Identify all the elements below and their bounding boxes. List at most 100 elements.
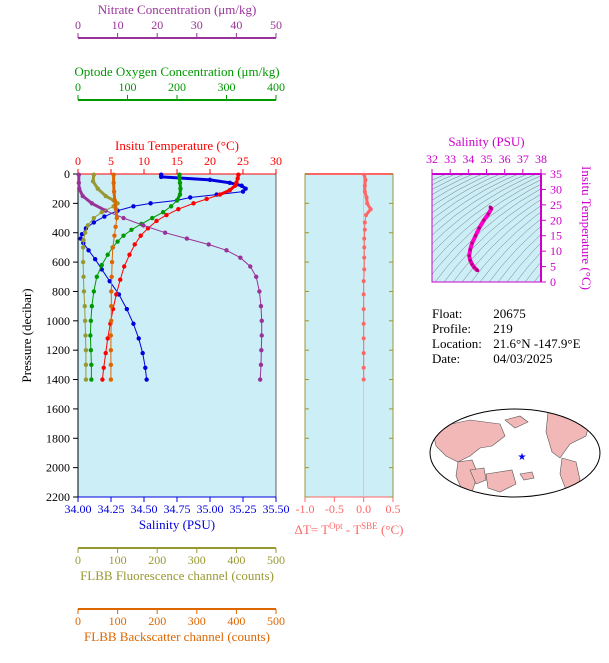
location-value: 21.6°N -147.9°E [493, 336, 581, 351]
salinity-tick-label: 35.25 [230, 502, 257, 516]
fluorescence-point [80, 245, 86, 250]
temperature-point [232, 183, 238, 188]
nitrate-point [258, 362, 264, 368]
temperature-point [100, 377, 105, 382]
backscatter-point [112, 233, 117, 238]
density-contour [479, 218, 541, 282]
delta-t-tick-label: 0.5 [386, 502, 401, 516]
oxygen-point [177, 172, 182, 177]
nitrate-tick-label: 50 [270, 18, 282, 32]
fluorescence-tick-label: 300 [188, 553, 206, 567]
density-contour [452, 199, 541, 282]
salinity-tick-label: 34.75 [164, 502, 191, 516]
nitrate-point [89, 201, 95, 206]
float-label: Float: [432, 306, 463, 321]
ts-x-tick-label: 36 [499, 152, 511, 166]
density-contour [432, 183, 541, 275]
ts-plot-area [432, 174, 541, 282]
backscatter-point [111, 189, 117, 194]
temperature-point [127, 252, 132, 257]
delta-t-point [365, 201, 370, 206]
ts-point [470, 241, 474, 245]
backscatter-axis-label: FLBB Backscatter channel (counts) [84, 629, 270, 644]
delta-t-point [361, 321, 366, 326]
ts-point [477, 226, 481, 230]
oxygen-point [121, 233, 126, 238]
fluorescence-point [91, 215, 97, 221]
temperature-point [176, 207, 181, 212]
delta-t-point [364, 195, 369, 200]
oxygen-point [174, 198, 180, 203]
salinity-tick-label: 34.00 [65, 502, 92, 516]
pressure-tick-label: 0 [64, 167, 70, 181]
ts-y-tick-label: 30 [550, 182, 562, 196]
float-location-marker: ★ [518, 452, 527, 463]
salinity-point [143, 365, 148, 370]
salinity-point [124, 306, 130, 312]
fluorescence-point [95, 186, 101, 191]
temperature-point [105, 336, 110, 341]
nitrate-tick-label: 20 [151, 18, 163, 32]
nitrate-point [162, 230, 168, 235]
backscatter-tick-label: 0 [75, 614, 81, 628]
salinity-point [240, 189, 246, 194]
fluorescence-tick-label: 500 [267, 553, 285, 567]
location-label: Location: [432, 336, 482, 351]
salinity-tick-label: 34.50 [131, 502, 158, 516]
oxygen-point [105, 252, 110, 257]
delta-t-point [361, 279, 366, 284]
oxygen-point [129, 227, 134, 232]
nitrate-point [76, 172, 81, 177]
float-value: 20675 [493, 306, 526, 321]
oxygen-point [160, 209, 166, 215]
oxygen-point [89, 377, 94, 382]
ts-y-tick-label: 20 [550, 213, 562, 227]
temperature-tick-label: 25 [237, 154, 249, 168]
salinity-point [239, 183, 244, 188]
delta-t-point [361, 365, 366, 370]
backscatter-point [113, 224, 118, 230]
temperature-tick-label: 15 [171, 154, 183, 168]
nitrate-axis-label: Nitrate Concentration (μm/kg) [98, 2, 257, 17]
density-contour [432, 174, 537, 245]
density-contour [515, 251, 541, 282]
ts-point [470, 262, 474, 266]
salinity-point [102, 214, 107, 219]
float-info: Float: 20675 Profile: 219 Location: 21.6… [432, 306, 581, 366]
nitrate-point [257, 377, 263, 382]
ts-point [489, 207, 493, 211]
salinity-point [148, 201, 153, 206]
float-row: Float: 20675 [432, 306, 581, 321]
ts-point [467, 254, 471, 258]
map-continent [504, 415, 529, 429]
salinity-point [92, 256, 98, 262]
temperature-point [114, 292, 119, 297]
fluorescence-point [99, 209, 104, 215]
ts-y-tick-label: 10 [550, 244, 562, 258]
nitrate-point [80, 193, 85, 199]
fluorescence-point [83, 333, 88, 338]
superscript: Opt [329, 521, 343, 531]
delta-t-point [361, 351, 366, 356]
backscatter-point [108, 377, 114, 382]
temperature-point [154, 218, 159, 224]
oxygen-point [115, 239, 120, 244]
backscatter-point [108, 333, 114, 338]
delta-t-point [362, 245, 367, 250]
density-contour [488, 225, 541, 282]
fluorescence-point [81, 274, 86, 279]
delta-t-axis-label: ΔT= TOpt - TSBE (°C) [295, 521, 404, 537]
salinity-tick-label: 35.50 [263, 502, 290, 516]
pressure-tick-label: 600 [52, 255, 70, 269]
temperature-point [103, 350, 108, 356]
nitrate-point [206, 242, 211, 247]
backscatter-tick-label: 300 [188, 614, 206, 628]
temperature-tick-label: 5 [108, 154, 114, 168]
ts-point [474, 234, 478, 238]
density-contour [432, 174, 474, 195]
pressure-axis-label: Pressure (decibar) [19, 288, 34, 382]
backscatter-point [108, 347, 114, 353]
superscript: SBE [361, 521, 378, 531]
ts-x-tick-label: 33 [444, 152, 456, 166]
